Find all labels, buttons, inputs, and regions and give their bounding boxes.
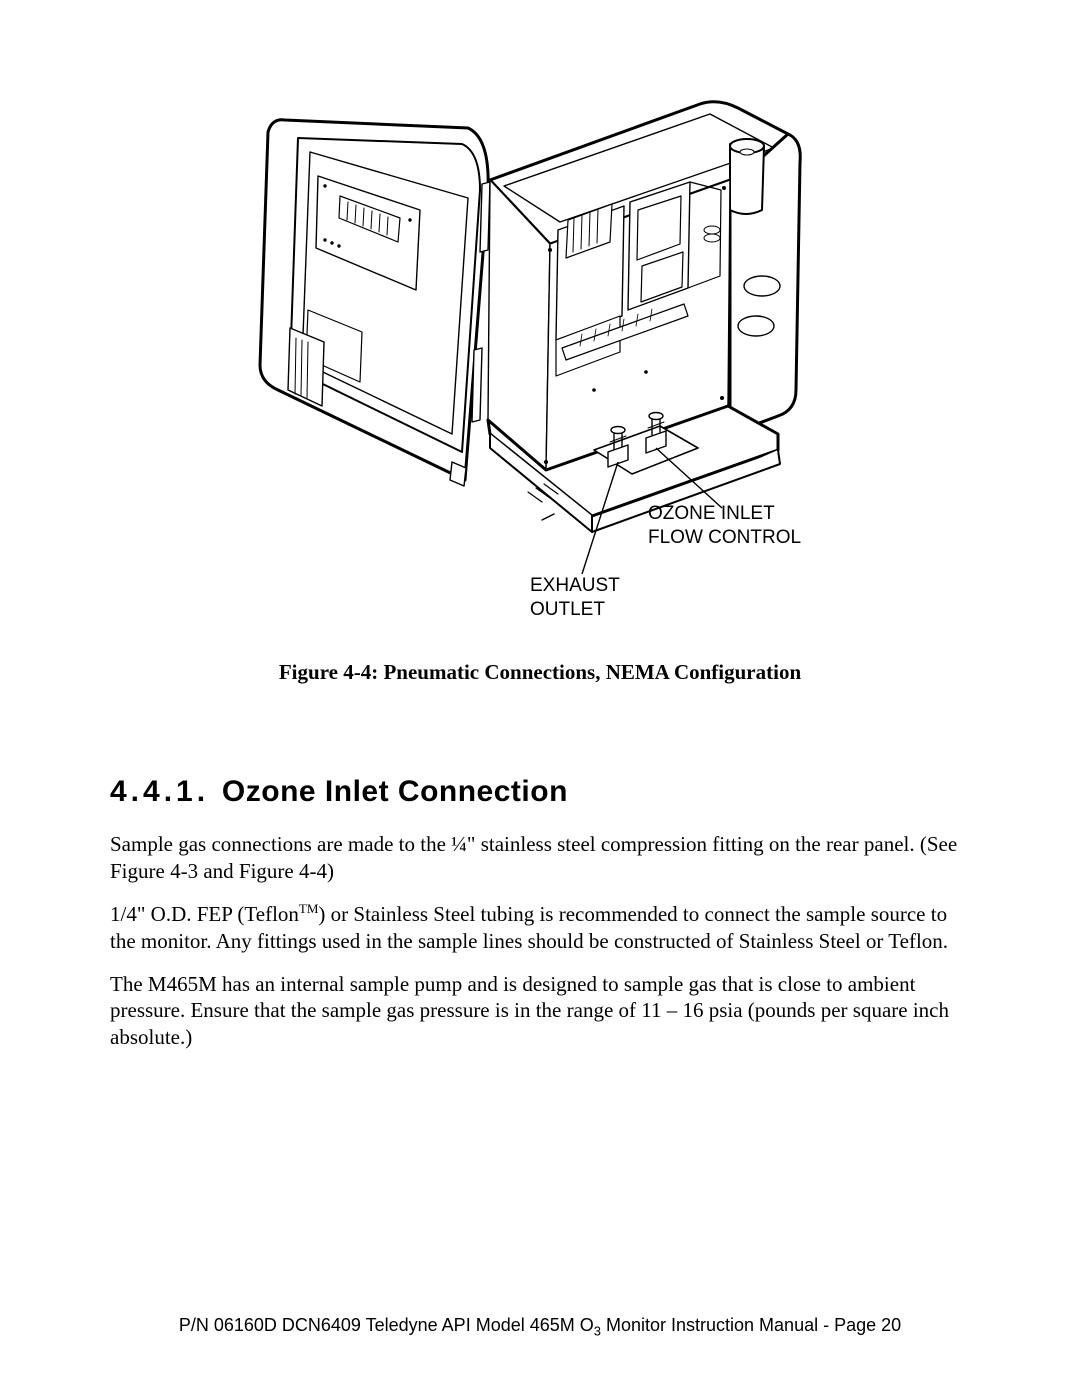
paragraph-1: Sample gas connections are made to the ¼…	[110, 831, 970, 885]
figure-caption: Figure 4-4: Pneumatic Connections, NEMA …	[110, 660, 970, 685]
label-exhaust-outlet: EXHAUST OUTLET	[530, 574, 620, 622]
label-ozone-inlet: OZONE INLET FLOW CONTROL	[648, 502, 801, 550]
footer-prefix: P/N 06160D DCN6409 Teledyne API Model 46…	[179, 1315, 594, 1335]
p2-part-a: 1/4" O.D. FEP (Teflon	[110, 902, 299, 926]
trademark-symbol: TM	[299, 901, 319, 916]
footer-suffix: Monitor Instruction Manual - Page 20	[601, 1315, 901, 1335]
section-title: Ozone Inlet Connection	[222, 775, 568, 808]
section-number: 4.4.1.	[110, 775, 209, 808]
footer-subscript: 3	[594, 1324, 601, 1339]
page-footer: P/N 06160D DCN6409 Teledyne API Model 46…	[0, 1315, 1080, 1339]
body-text: Sample gas connections are made to the ¼…	[110, 831, 970, 1051]
figure-4-4: OZONE INLET FLOW CONTROL EXHAUST OUTLET	[190, 90, 890, 620]
paragraph-3: The M465M has an internal sample pump an…	[110, 971, 970, 1052]
paragraph-2: 1/4" O.D. FEP (TeflonTM) or Stainless St…	[110, 901, 970, 955]
section-heading: 4.4.1. Ozone Inlet Connection	[110, 775, 970, 809]
document-page: OZONE INLET FLOW CONTROL EXHAUST OUTLET …	[0, 0, 1080, 1397]
